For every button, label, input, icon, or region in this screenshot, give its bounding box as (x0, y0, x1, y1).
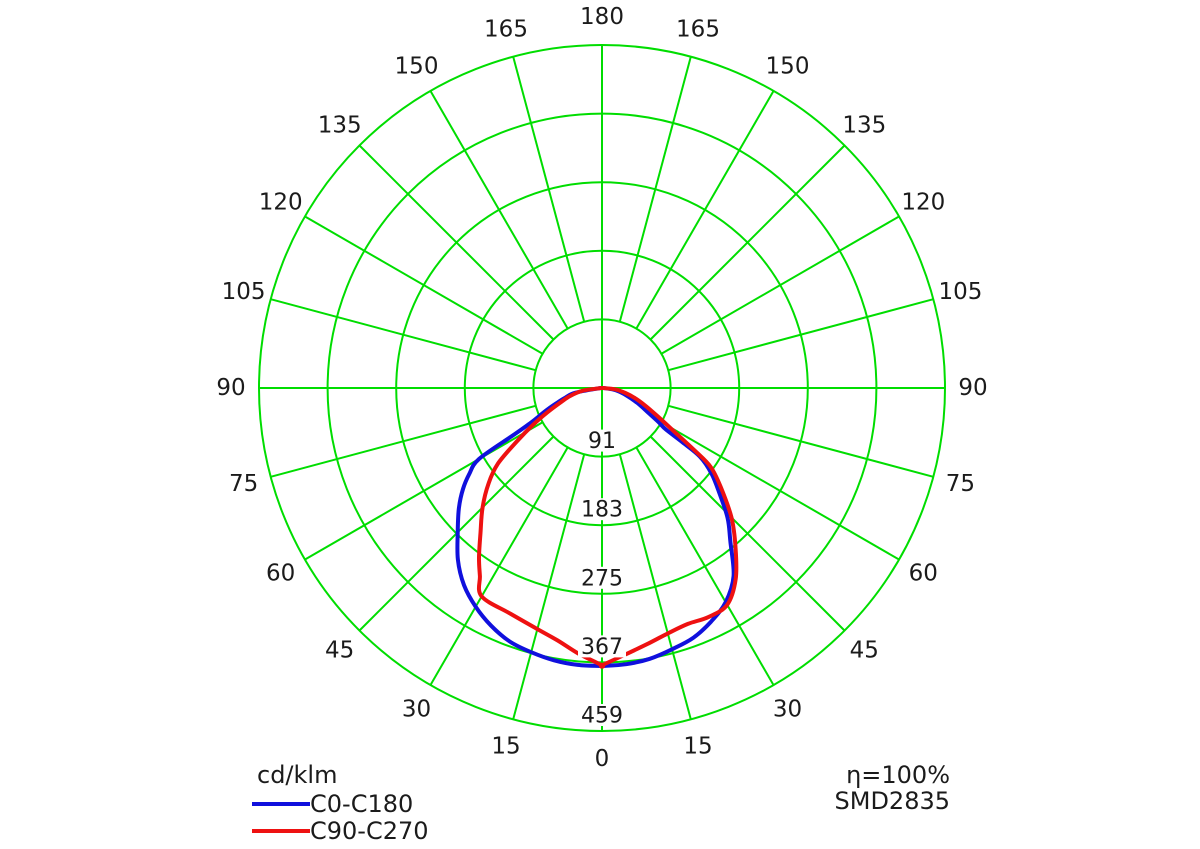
ring-value-label: 459 (581, 704, 623, 729)
angle-label: 30 (773, 696, 802, 722)
angle-label: 165 (676, 17, 720, 43)
angle-label: 45 (325, 637, 354, 663)
angle-label: 135 (842, 113, 886, 139)
ring-label-backdrop (578, 498, 626, 521)
curve-c90-c270 (476, 386, 739, 669)
grid-radial-line (304, 215, 544, 355)
angle-label: 0 (595, 746, 610, 772)
grid-radial-line (668, 298, 934, 372)
model-label: SMD2835 (834, 787, 951, 815)
angle-label: 60 (909, 561, 938, 587)
efficiency-label: η=100% (846, 761, 950, 789)
angle-label: 105 (222, 279, 266, 305)
legend-item-c0-c180: C0-C180 (252, 789, 429, 818)
angle-label: 15 (491, 733, 520, 759)
angle-label: 75 (229, 471, 258, 497)
ring-value-label: 367 (581, 635, 623, 660)
grid-radial-line (512, 454, 586, 720)
angle-label: 90 (958, 375, 987, 401)
grid-radial-line (429, 446, 569, 686)
ring-label-backdrop (585, 429, 619, 452)
grid-radial-line (649, 144, 846, 341)
angle-label: 15 (683, 733, 712, 759)
legend-label-c90-c270: C90-C270 (310, 816, 429, 845)
grid-radial-line (270, 404, 536, 478)
angle-label: 105 (938, 279, 982, 305)
grid-radial-line (618, 454, 692, 720)
grid-radial-line (429, 90, 569, 330)
legend-units-label: cd/klm (257, 761, 338, 789)
ring-label-backdrop (578, 566, 626, 589)
angle-label: 30 (402, 696, 431, 722)
angle-label: 150 (395, 54, 439, 80)
ring-label-backdrop (578, 704, 626, 726)
ring-value-label: 91 (588, 429, 616, 454)
grid-radial-line (618, 56, 692, 322)
grid-radial-line (512, 56, 586, 322)
angle-label: 180 (580, 4, 624, 30)
angle-label: 60 (266, 561, 295, 587)
grid-radial-line (649, 435, 846, 632)
grid-radial-line (358, 144, 555, 341)
angle-label: 150 (766, 54, 810, 80)
grid-radial-line (635, 90, 775, 330)
legend: cd/klm C0-C180 C90-C270 (252, 761, 429, 845)
grid-radial-line (635, 446, 775, 686)
ring-value-label: 275 (581, 566, 623, 591)
angle-label: 45 (850, 637, 879, 663)
angle-label: 135 (318, 113, 362, 139)
annotations: η=100% SMD2835 (650, 761, 951, 815)
legend-label-c0-c180: C0-C180 (310, 789, 414, 818)
angle-label: 90 (216, 375, 245, 401)
angle-label: 165 (484, 17, 528, 43)
grid-radial-line (660, 421, 900, 561)
legend-item-c90-c270: C90-C270 (252, 816, 429, 845)
grid-radial-line (270, 298, 536, 372)
ring-label-backdrop (578, 635, 626, 658)
c90-c270-line-swatch (252, 828, 310, 833)
c0-c180-line-swatch (252, 801, 310, 806)
grid-radial-line (660, 215, 900, 355)
angle-label: 120 (901, 190, 945, 216)
angle-label: 75 (946, 471, 975, 497)
grid-radial-line (668, 404, 934, 478)
grid-radial-line (304, 421, 544, 561)
ring-value-label: 183 (581, 498, 623, 523)
angle-label: 120 (259, 190, 303, 216)
